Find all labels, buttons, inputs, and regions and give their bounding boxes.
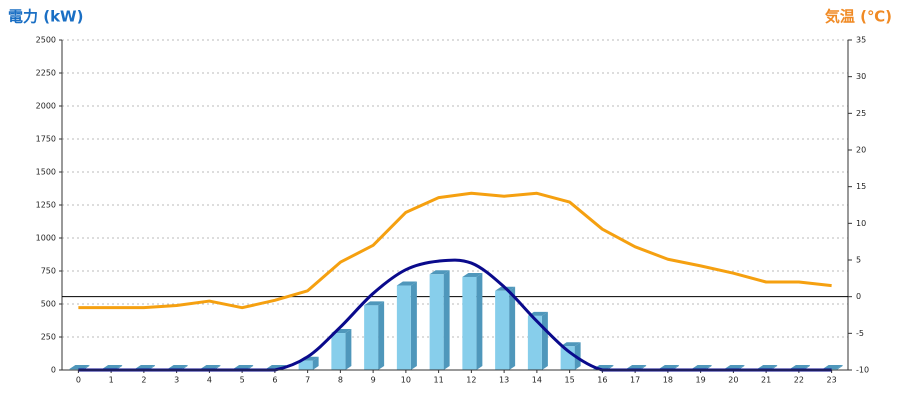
bar-top: [69, 365, 90, 369]
x-tick-label: 1: [109, 376, 114, 385]
bar-top: [757, 365, 778, 369]
temperature-line: [78, 191, 832, 310]
y-tick-label: 1750: [36, 135, 56, 144]
right-axis-title: 気温 (℃): [825, 8, 892, 26]
bar-top: [200, 365, 221, 369]
y-tick-label: 1000: [36, 234, 56, 243]
y-tick-label: 2000: [36, 102, 56, 111]
y2-tick-label: 0: [856, 292, 861, 301]
bar-top: [789, 365, 810, 369]
x-tick-label: 17: [630, 376, 640, 385]
bar-top: [822, 365, 843, 369]
bar-top: [233, 365, 254, 369]
bar: [298, 360, 313, 370]
x-tick-label: 4: [207, 376, 212, 385]
x-tick-label: 8: [338, 376, 343, 385]
bar: [527, 315, 542, 370]
x-tick-label: 19: [696, 376, 706, 385]
x-tick-label: 12: [466, 376, 476, 385]
bar-top: [102, 365, 123, 369]
x-tick-label: 16: [597, 376, 607, 385]
bar: [331, 333, 346, 370]
bar-side: [345, 329, 352, 370]
bar-top: [724, 365, 745, 369]
bar-top: [167, 365, 188, 369]
bar-top: [396, 281, 417, 286]
y2-tick-label: 5: [856, 256, 861, 265]
bar-top: [134, 365, 155, 369]
y-tick-label: 500: [41, 300, 56, 309]
bar-side: [541, 311, 548, 370]
bar: [364, 305, 379, 370]
bar: [429, 274, 444, 370]
bar-top: [462, 272, 483, 277]
bar-top: [560, 342, 581, 347]
x-tick-label: 2: [141, 376, 146, 385]
x-tick-label: 3: [174, 376, 179, 385]
bar-top: [626, 365, 647, 369]
x-tick-label: 5: [240, 376, 245, 385]
x-tick-label: 21: [761, 376, 771, 385]
y2-tick-label: 35: [856, 36, 866, 45]
bar-side: [476, 272, 483, 370]
x-tick-label: 23: [827, 376, 837, 385]
power-line: [78, 258, 832, 372]
x-tick-label: 9: [371, 376, 376, 385]
bar-side: [410, 281, 417, 370]
x-tick-label: 15: [565, 376, 575, 385]
y-tick-label: 0: [51, 366, 56, 375]
bar-side: [312, 356, 319, 370]
y2-tick-label: -10: [856, 366, 869, 375]
bar-top: [364, 301, 385, 306]
x-tick-label: 14: [532, 376, 542, 385]
y2-tick-label: 20: [856, 146, 866, 155]
y-tick-label: 750: [41, 267, 56, 276]
bar-top: [429, 270, 450, 275]
y-tick-label: 1250: [36, 201, 56, 210]
bar-side: [378, 301, 385, 370]
x-tick-label: 18: [663, 376, 673, 385]
x-tick-label: 13: [499, 376, 509, 385]
y2-tick-label: 15: [856, 182, 866, 191]
y2-tick-label: -5: [856, 329, 864, 338]
bar-top: [658, 365, 679, 369]
x-tick-label: 20: [728, 376, 738, 385]
x-tick-label: 6: [272, 376, 277, 385]
y2-tick-label: 10: [856, 219, 866, 228]
bar: [462, 276, 477, 370]
y-tick-label: 2250: [36, 69, 56, 78]
bar-top: [691, 365, 712, 369]
bar: [396, 285, 411, 370]
bar-side: [836, 365, 843, 370]
x-tick-label: 11: [434, 376, 444, 385]
y-tick-label: 1500: [36, 168, 56, 177]
bar-side: [509, 286, 516, 370]
x-tick-label: 10: [401, 376, 411, 385]
x-tick-label: 7: [305, 376, 310, 385]
y-tick-label: 250: [41, 333, 56, 342]
y-tick-label: 2500: [36, 36, 56, 45]
x-tick-label: 0: [76, 376, 81, 385]
y2-tick-label: 30: [856, 72, 866, 81]
y2-tick-label: 25: [856, 109, 866, 118]
x-tick-label: 22: [794, 376, 804, 385]
left-axis-title: 電力 (kW): [8, 8, 83, 26]
bar: [495, 290, 510, 370]
bar-side: [443, 270, 450, 370]
